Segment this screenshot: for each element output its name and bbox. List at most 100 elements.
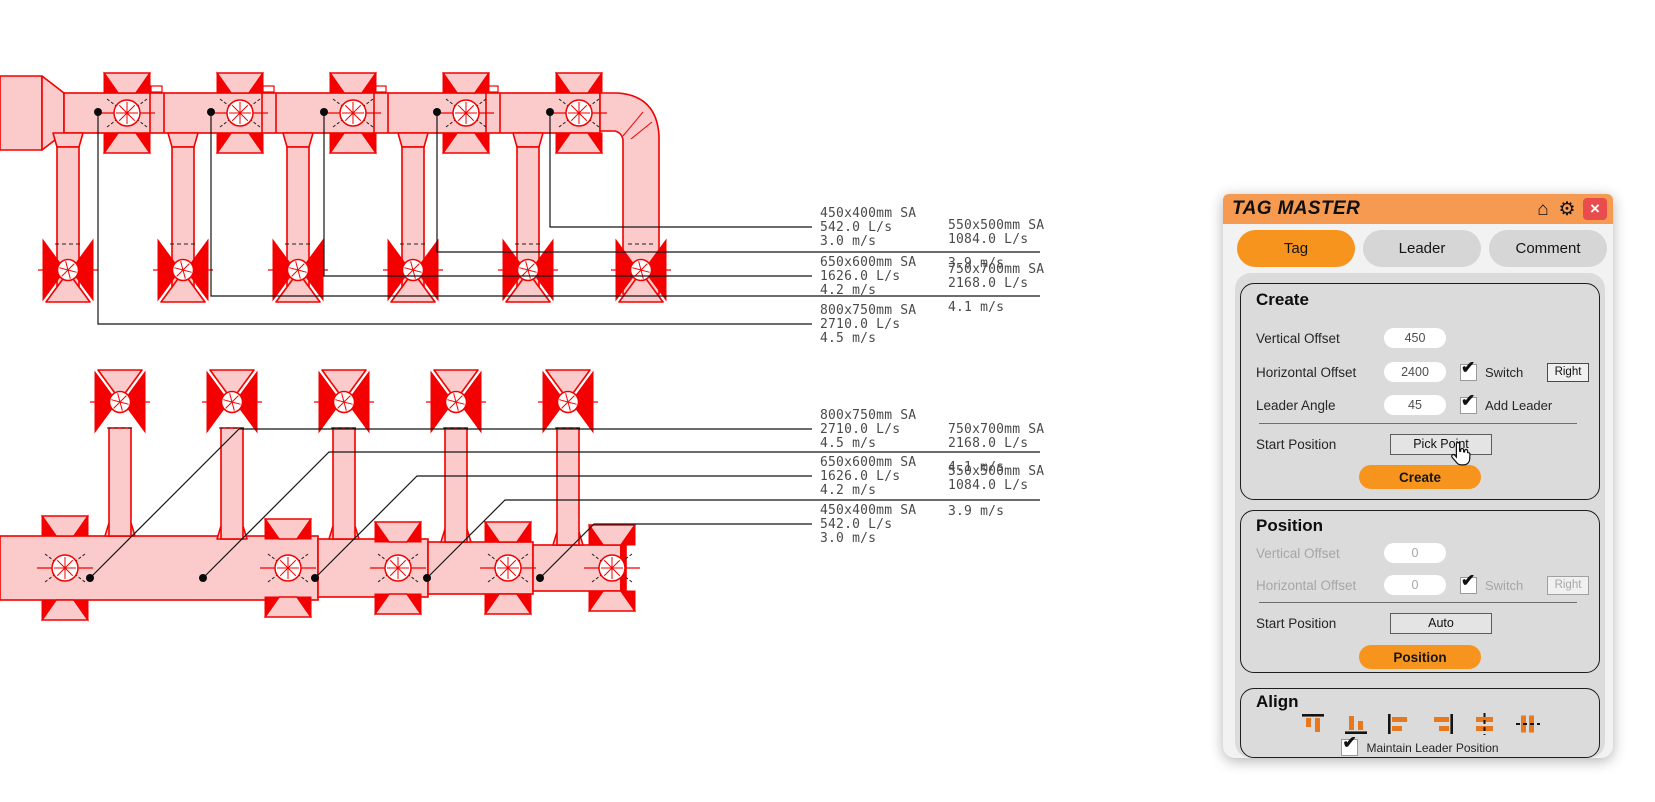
start-position-row: Start Position Pick Point — [1256, 433, 1589, 455]
svg-text:542.0 L/s: 542.0 L/s — [820, 220, 892, 235]
align-center-vertical-button[interactable] — [1473, 713, 1497, 735]
tag-leader-line[interactable] — [89, 428, 812, 579]
create-button[interactable]: Create — [1359, 465, 1481, 489]
switch-checkbox[interactable]: ✔ — [1460, 358, 1477, 381]
create-groupbox: Create Vertical Offset 450 Horizontal Of… — [1240, 283, 1600, 500]
tab-tag[interactable]: Tag — [1237, 230, 1355, 267]
horizontal-offset-label: Horizontal Offset — [1256, 364, 1357, 380]
start-position-label: Start Position — [1256, 436, 1337, 452]
svg-text:650x600mm SA: 650x600mm SA — [820, 255, 916, 270]
add-leader-label: Add Leader — [1485, 397, 1553, 413]
vertical-offset-label: Vertical Offset — [1256, 330, 1340, 346]
vertical-offset-label: Vertical Offset — [1256, 545, 1340, 561]
gear-icon[interactable]: ⚙ — [1558, 198, 1576, 220]
svg-text:450x400mm SA: 450x400mm SA — [820, 503, 916, 518]
svg-text:3.0 m/s: 3.0 m/s — [820, 531, 876, 546]
panel-header[interactable]: TAG MASTER ⌂ ⚙ × — [1223, 194, 1613, 224]
align-heading: Align — [1256, 692, 1299, 711]
position-vertical-offset-input[interactable]: 0 — [1384, 543, 1446, 563]
tag-leader-line[interactable] — [97, 112, 812, 325]
tag-leader-line[interactable] — [436, 112, 1040, 253]
vertical-offset-input[interactable]: 450 — [1384, 328, 1446, 348]
maintain-leader-label: Maintain Leader Position — [1366, 740, 1499, 755]
align-top-button[interactable] — [1301, 713, 1325, 735]
align-right-button[interactable] — [1430, 713, 1454, 735]
leader-angle-input[interactable]: 45 — [1384, 395, 1446, 415]
svg-text:550x500mm SA: 550x500mm SA — [948, 464, 1044, 479]
align-left-button[interactable] — [1387, 713, 1411, 735]
svg-text:542.0 L/s: 542.0 L/s — [820, 517, 892, 532]
tag-leaders[interactable] — [86, 108, 1040, 582]
auto-button[interactable]: Auto — [1390, 612, 1492, 634]
position-vertical-offset-row: Vertical Offset 0 — [1256, 543, 1589, 563]
position-switch-checkbox[interactable]: ✔ — [1460, 571, 1477, 594]
check-icon: ✔ — [1342, 733, 1357, 752]
position-heading: Position — [1256, 516, 1324, 535]
tag-master-panel: TAG MASTER ⌂ ⚙ × Tag Leader Comment Crea… — [1223, 194, 1613, 758]
vertical-offset-row: Vertical Offset 450 — [1256, 328, 1589, 348]
svg-text:800x750mm SA: 800x750mm SA — [820, 408, 916, 423]
svg-text:4.2 m/s: 4.2 m/s — [820, 483, 876, 498]
svg-text:800x750mm SA: 800x750mm SA — [820, 303, 916, 318]
check-icon: ✔ — [1461, 357, 1476, 377]
svg-text:3.0 m/s: 3.0 m/s — [820, 234, 876, 249]
tag-leader-line[interactable] — [202, 451, 1040, 579]
svg-text:2168.0 L/s: 2168.0 L/s — [948, 276, 1028, 291]
divider — [1259, 423, 1577, 424]
horizontal-offset-row: Horizontal Offset 2400 ✔ Switch Right — [1256, 358, 1589, 382]
position-button[interactable]: Position — [1359, 645, 1481, 669]
align-groupbox: Align ✔ Maintain Leader Position — [1240, 688, 1600, 758]
tag-leader-line[interactable] — [323, 112, 812, 277]
maintain-leader-checkbox[interactable]: ✔ — [1341, 733, 1359, 756]
svg-text:1084.0 L/s: 1084.0 L/s — [948, 232, 1028, 247]
tag-leader-line[interactable] — [314, 475, 812, 579]
svg-text:1626.0 L/s: 1626.0 L/s — [820, 269, 900, 284]
horizontal-offset-input[interactable]: 2400 — [1384, 362, 1446, 382]
leader-angle-label: Leader Angle — [1256, 397, 1336, 413]
position-right-toggle-button[interactable]: Right — [1547, 575, 1589, 595]
svg-text:3.9 m/s: 3.9 m/s — [948, 256, 1004, 271]
align-center-horizontal-button[interactable] — [1515, 713, 1540, 735]
position-horizontal-offset-input[interactable]: 0 — [1384, 575, 1446, 595]
tab-leader[interactable]: Leader — [1363, 230, 1481, 267]
close-icon[interactable]: × — [1583, 198, 1607, 220]
tag-leader-line[interactable] — [426, 499, 1040, 579]
add-leader-checkbox[interactable]: ✔ — [1460, 391, 1477, 414]
tag-leader-line[interactable] — [549, 112, 812, 228]
pick-point-button[interactable]: Pick Point — [1390, 433, 1492, 455]
svg-text:4.2 m/s: 4.2 m/s — [820, 283, 876, 298]
check-icon: ✔ — [1461, 390, 1476, 410]
check-icon: ✔ — [1461, 570, 1476, 590]
align-buttons — [1241, 713, 1599, 737]
svg-text:1626.0 L/s: 1626.0 L/s — [820, 469, 900, 484]
tab-comment[interactable]: Comment — [1489, 230, 1607, 267]
home-icon[interactable]: ⌂ — [1537, 198, 1549, 220]
tag-leader-line[interactable] — [539, 523, 812, 579]
leader-angle-row: Leader Angle 45 ✔ Add Leader — [1256, 391, 1589, 415]
svg-text:4.5 m/s: 4.5 m/s — [820, 331, 876, 346]
divider — [1259, 602, 1577, 603]
tab-bar: Tag Leader Comment — [1237, 230, 1607, 267]
svg-text:1084.0 L/s: 1084.0 L/s — [948, 478, 1028, 493]
svg-text:2168.0 L/s: 2168.0 L/s — [948, 436, 1028, 451]
align-bottom-button[interactable] — [1344, 713, 1368, 735]
maintain-leader-row: ✔ Maintain Leader Position — [1241, 733, 1599, 756]
switch-label: Switch — [1485, 364, 1524, 380]
svg-text:4.1 m/s: 4.1 m/s — [948, 300, 1004, 315]
tag-leader-line[interactable] — [210, 112, 1040, 297]
right-toggle-button[interactable]: Right — [1547, 362, 1589, 382]
position-groupbox: Position Vertical Offset 0 Horizontal Of… — [1240, 510, 1600, 673]
mouse-cursor-hand — [1451, 441, 1471, 466]
